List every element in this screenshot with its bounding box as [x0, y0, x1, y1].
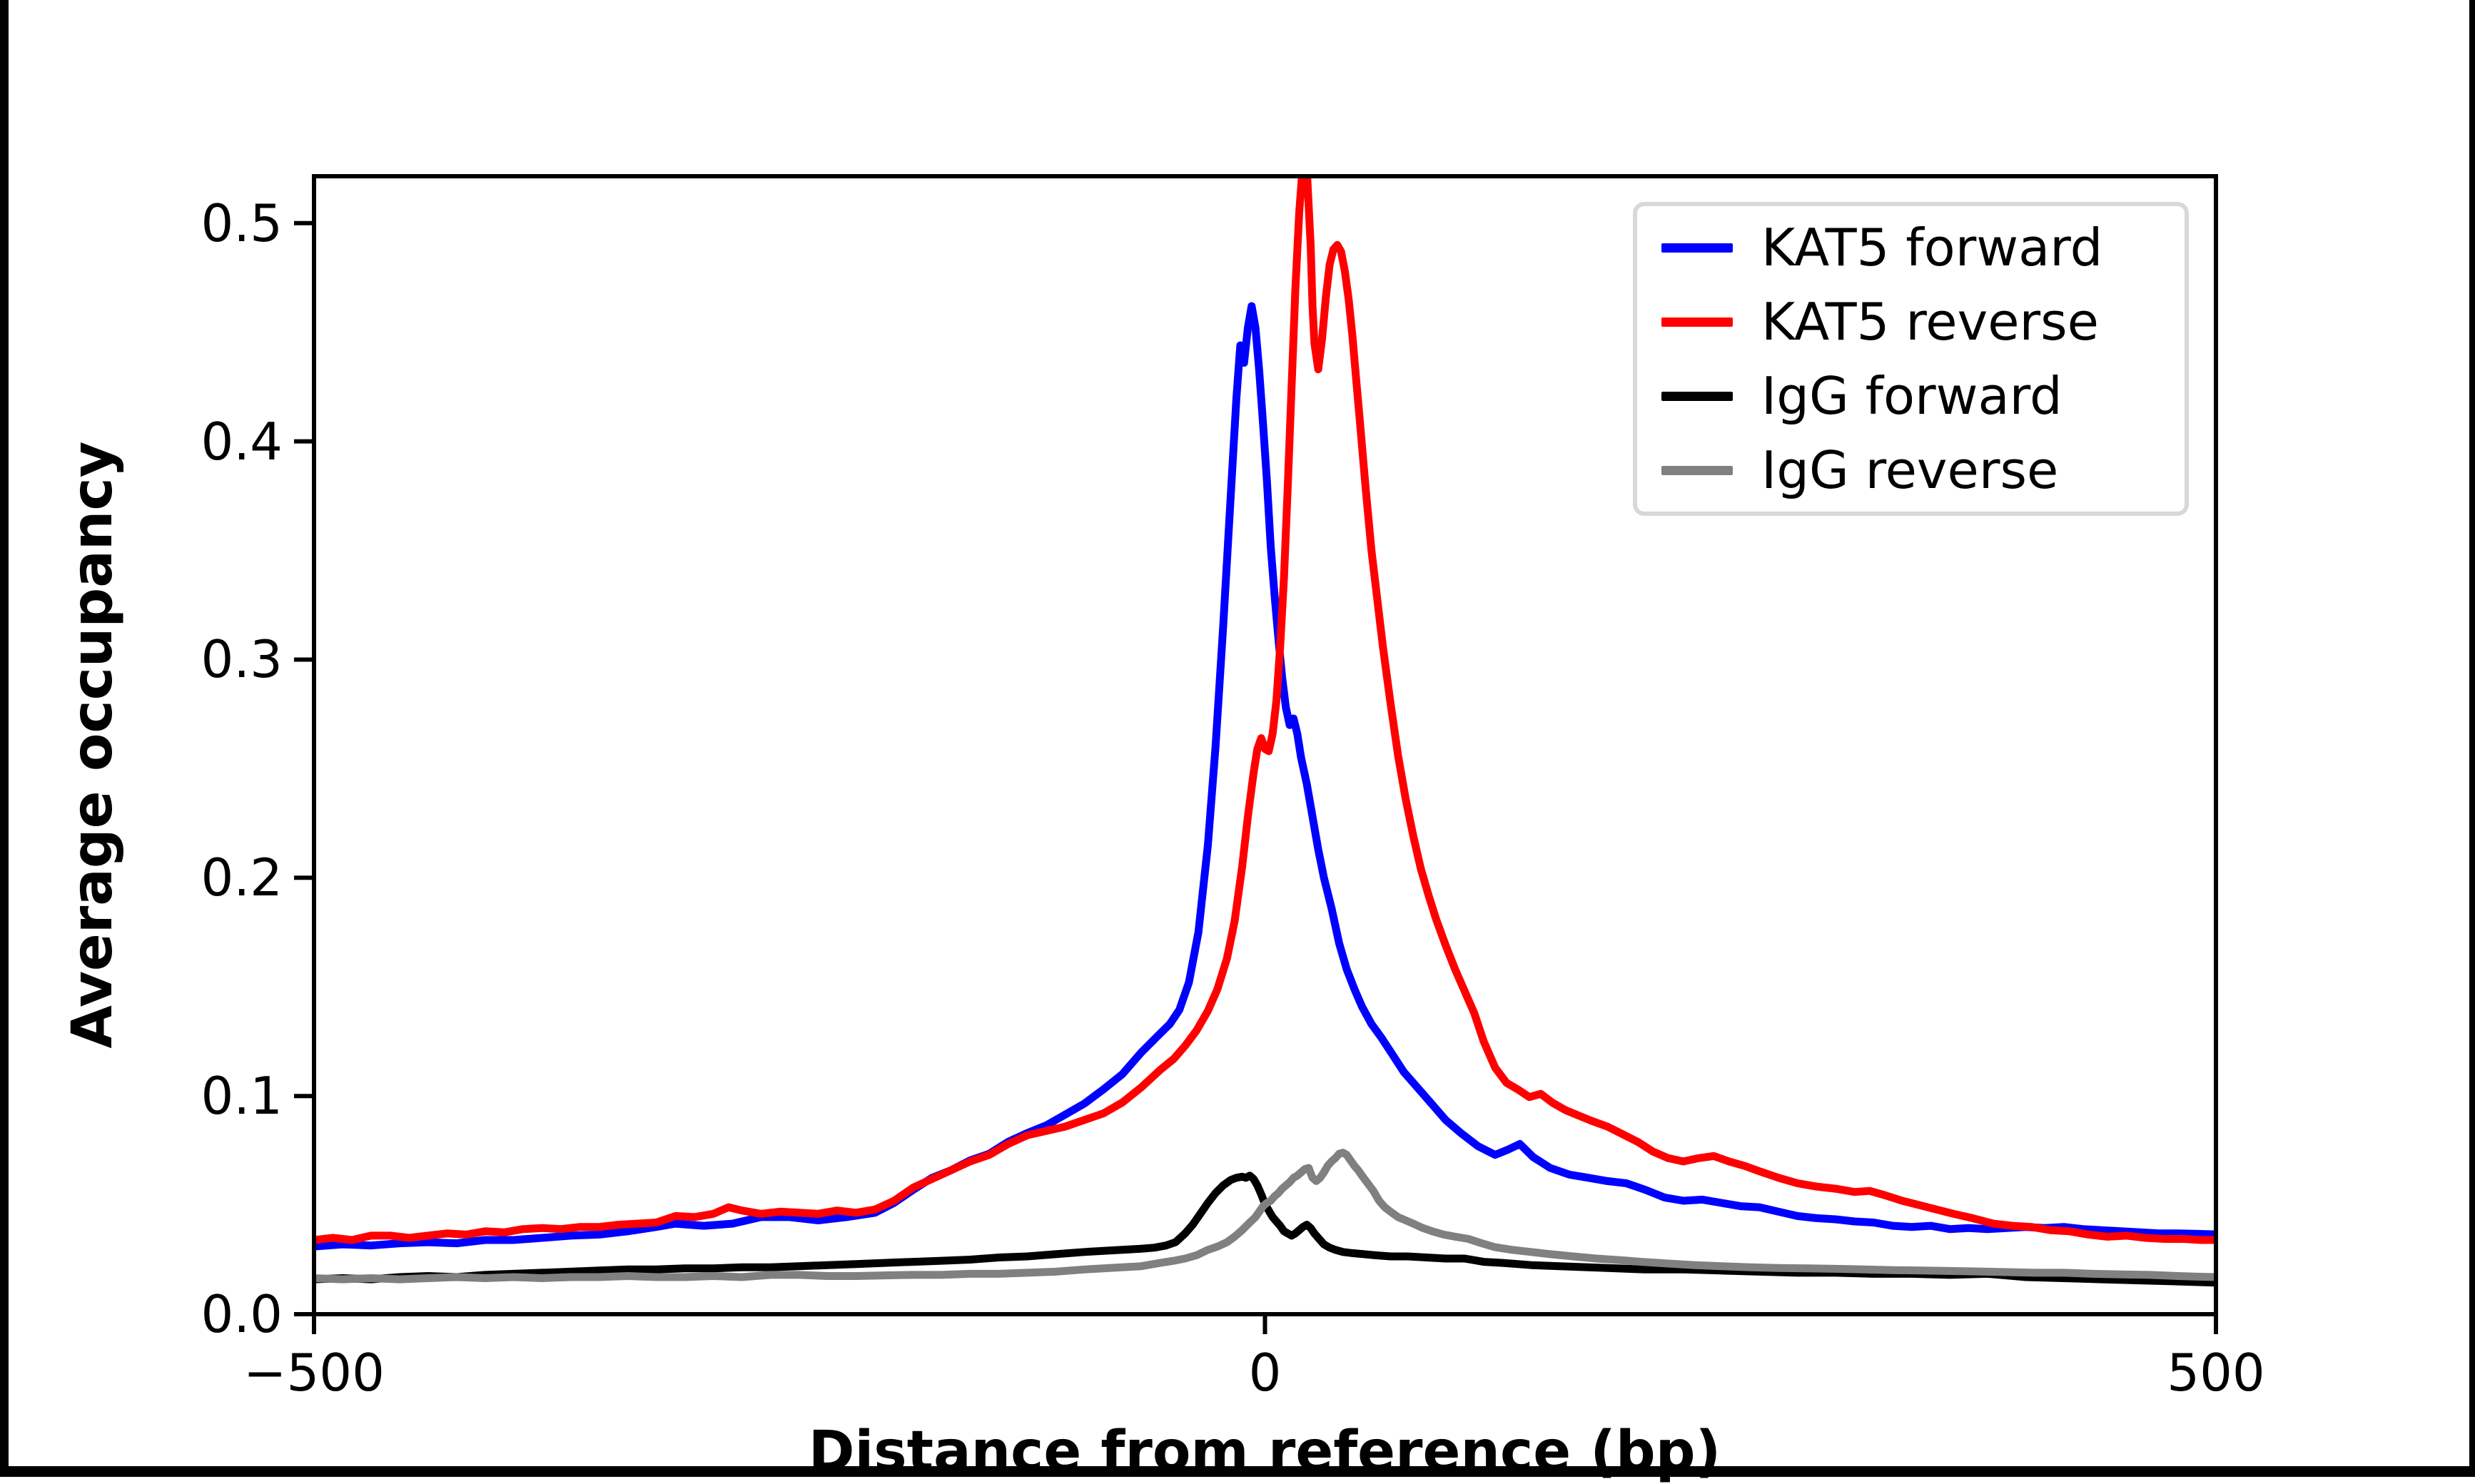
y-tick-label: 0.1 — [201, 1066, 283, 1127]
screenshot-right-border — [2469, 0, 2475, 1477]
legend-box: KAT5 forward KAT5 reverse IgG forward Ig… — [1633, 202, 2189, 516]
legend-item-kat5-forward: KAT5 forward — [1661, 210, 2185, 285]
x-tick-label: 0 — [1248, 1343, 1282, 1403]
screenshot-bottom-border — [0, 1466, 2475, 1477]
legend-label: KAT5 forward — [1761, 218, 2103, 278]
x-tick-label: 500 — [2167, 1343, 2265, 1403]
series-line-kat5-reverse — [314, 176, 2216, 1244]
igg-forward-line-swatch — [1661, 391, 1733, 401]
legend-item-igg-reverse: IgG reverse — [1661, 433, 2185, 507]
y-tick-label: 0.0 — [201, 1284, 283, 1344]
screenshot-left-border — [0, 0, 9, 1477]
y-tick-label: 0.5 — [201, 193, 283, 253]
series-line-igg-reverse — [314, 1149, 2216, 1284]
legend-item-kat5-reverse: KAT5 reverse — [1661, 285, 2185, 359]
y-tick-label: 0.3 — [201, 629, 283, 690]
igg-reverse-line-swatch — [1661, 465, 1733, 475]
kat5-reverse-line-swatch — [1661, 317, 1733, 327]
y-tick-label: 0.2 — [201, 848, 283, 908]
legend-item-igg-forward: IgG forward — [1661, 359, 2185, 433]
y-tick-label: 0.4 — [201, 411, 283, 472]
y-axis-title: Average occupancy — [61, 441, 125, 1049]
x-tick-label: −500 — [243, 1343, 385, 1403]
legend-label: KAT5 reverse — [1761, 292, 2099, 352]
legend-label: IgG reverse — [1761, 440, 2059, 500]
legend-label: IgG forward — [1761, 366, 2062, 426]
kat5-forward-line-swatch — [1661, 243, 1733, 253]
